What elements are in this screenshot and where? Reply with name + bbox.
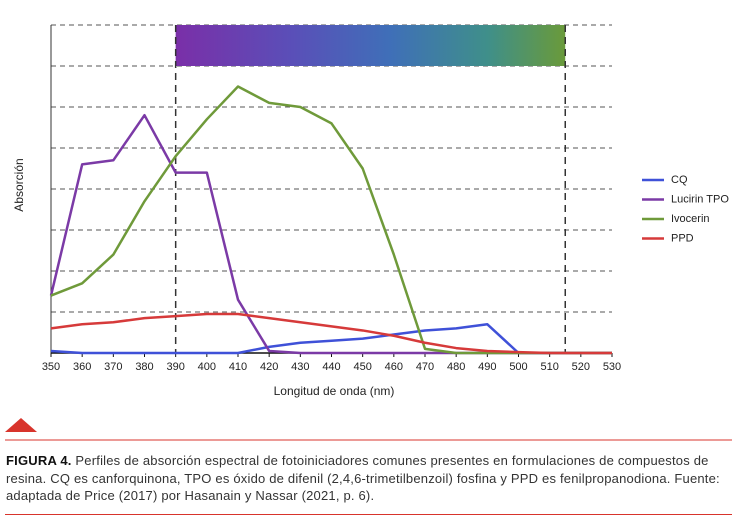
x-tick-label: 460 [385, 361, 403, 373]
x-tick-label: 490 [478, 361, 496, 373]
x-tick-label: 410 [229, 361, 247, 373]
legend-label: PPD [671, 232, 694, 244]
x-tick-label: 500 [509, 361, 527, 373]
legend-label: Ivocerin [671, 213, 710, 225]
x-tick-label: 440 [322, 361, 340, 373]
x-tick-label: 360 [73, 361, 91, 373]
x-tick-label: 480 [447, 361, 465, 373]
caption: FIGURA 4. Perfiles de absorción espectra… [6, 452, 736, 505]
separator [5, 514, 732, 515]
line [49, 113, 612, 355]
y-axis-title: Absorción [12, 158, 26, 211]
x-tick-label: 400 [198, 361, 216, 373]
icon-triangle [5, 418, 37, 432]
legend-label: Lucirin TPO [671, 193, 729, 205]
x-tick-label: 380 [135, 361, 153, 373]
spectrum-band [175, 25, 566, 66]
caption-label: FIGURA 4. [6, 453, 72, 468]
x-tick-label: 420 [260, 361, 278, 373]
line [50, 323, 612, 355]
x-tick-label: 530 [603, 361, 621, 373]
x-tick-label: 450 [353, 361, 371, 373]
x-tick-label: 510 [540, 361, 558, 373]
caption-text: Perfiles de absorción espectral de fotoi… [6, 453, 720, 503]
line [50, 312, 612, 355]
line [50, 85, 612, 355]
x-tick-label: 350 [42, 361, 60, 373]
x-tick-label: 390 [166, 361, 184, 373]
x-tick-label: 470 [416, 361, 434, 373]
chart: Longitud de onda (nm) Absorción 350 360 37… [5, 24, 732, 441]
x-tick-label: 370 [104, 361, 122, 373]
x-tick-label: 430 [291, 361, 309, 373]
x-tick-label: 520 [572, 361, 590, 373]
legend-label: CQ [671, 174, 688, 186]
x-axis-title: Longitud de onda (nm) [274, 384, 395, 398]
